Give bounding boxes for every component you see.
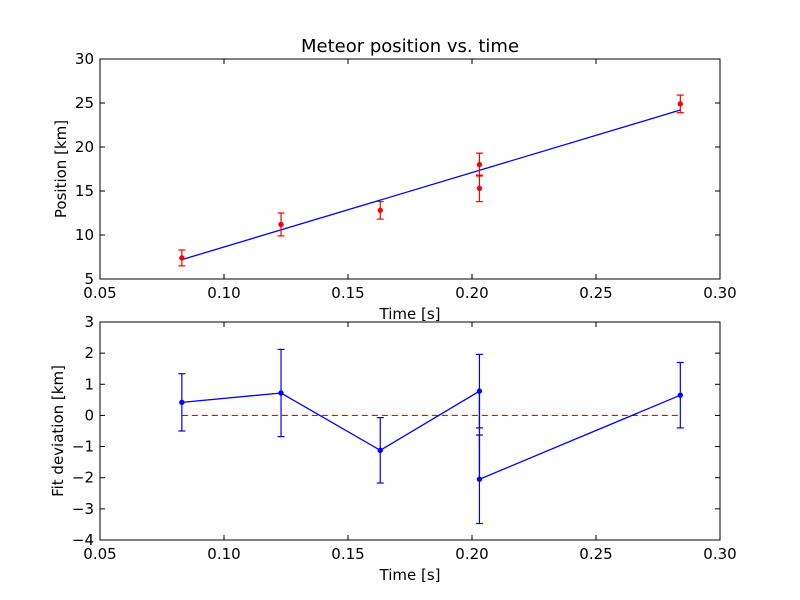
chart-title: Meteor position vs. time: [301, 36, 519, 57]
y-tick-label: 2: [84, 344, 94, 362]
data-point: [179, 255, 185, 261]
data-point: [476, 388, 483, 394]
x-tick-label: 0.15: [331, 545, 364, 563]
plot-area: [178, 94, 684, 267]
data-point: [377, 207, 383, 214]
y-tick-label: 30: [75, 50, 94, 68]
data-point: [476, 476, 483, 482]
data-point: [377, 447, 383, 454]
data-point: [677, 392, 684, 398]
y-tick-label: 5: [84, 270, 94, 288]
x-tick-label: 0.20: [455, 284, 488, 302]
data-point: [677, 101, 684, 107]
y-tick-label: −4: [72, 531, 94, 549]
y-tick-label: 1: [84, 375, 94, 393]
y-tick-label: −2: [72, 469, 94, 487]
y-tick-label: 0: [84, 406, 94, 424]
y-tick-label: 3: [84, 313, 94, 331]
x-axis-label: Time [s]: [379, 305, 441, 323]
data-point: [476, 185, 483, 192]
x-tick-label: 0.20: [455, 545, 488, 563]
x-tick-label: 0.25: [579, 284, 612, 302]
y-tick-label: 25: [75, 94, 94, 112]
y-tick-label: −3: [72, 500, 94, 518]
x-tick-label: 0.05: [83, 284, 116, 302]
x-tick-label: 0.05: [83, 545, 116, 563]
axes-frame: [99, 321, 721, 541]
y-axis-label: Position [km]: [52, 120, 70, 218]
plot-area: [178, 348, 684, 525]
axes-frame: [99, 58, 721, 280]
data-point: [179, 399, 185, 406]
data-point: [278, 221, 284, 228]
data-point: [476, 161, 483, 168]
x-tick-label: 0.30: [703, 284, 736, 302]
y-tick-label: 15: [75, 182, 94, 200]
x-tick-label: 0.25: [579, 545, 612, 563]
x-tick-label: 0.10: [207, 545, 240, 563]
x-tick-label: 0.30: [703, 545, 736, 563]
axis-ticks: 0.05 0.10 0.15 0.20 0.25 0.30 −4 −3 −2 −1 0 1 2 3: [72, 313, 737, 563]
y-axis-label: Fit deviation [km]: [49, 365, 67, 497]
deviation-chart: 0.05 0.10 0.15 0.20 0.25 0.30 −4 −3 −2 −1 0 1 2 3 Tim…: [49, 313, 737, 584]
y-tick-label: 20: [75, 138, 94, 156]
axis-ticks: 0.05 0.10 0.15 0.20 0.25 0.30 5 10 15 20 25 30: [75, 50, 737, 302]
x-axis-label: Time [s]: [379, 566, 441, 584]
x-tick-label: 0.10: [207, 284, 240, 302]
position-chart: Meteor position vs. time 0.05 0.10 0.15 0.2…: [52, 36, 737, 323]
deviation-series-line: [181, 389, 681, 481]
x-tick-label: 0.15: [331, 284, 364, 302]
y-tick-label: −1: [72, 438, 94, 456]
y-tick-label: 10: [75, 226, 94, 244]
data-point: [278, 390, 284, 396]
fit-line: [181, 109, 681, 261]
